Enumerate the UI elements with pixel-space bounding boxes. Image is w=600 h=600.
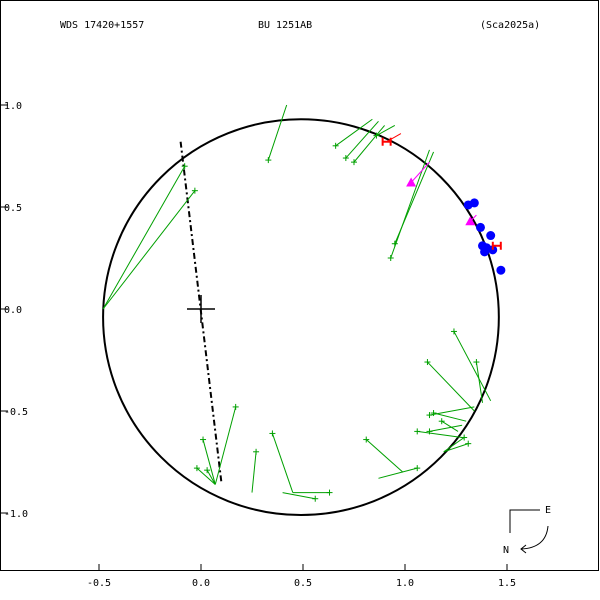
plus-marker-27 xyxy=(200,436,207,443)
triangle-marker-0 xyxy=(406,177,417,187)
x-tick-label-3: 1.0 xyxy=(396,578,414,589)
plus-residual-23 xyxy=(271,433,294,493)
plus-marker-3 xyxy=(351,159,357,166)
x-tick-label-1: 0.0 xyxy=(192,578,210,589)
circle-marker-8 xyxy=(480,247,490,257)
compass-north-label: N xyxy=(503,545,509,556)
wds-id-label: WDS 17420+1557 xyxy=(60,20,144,31)
reference-label: (Sca2025a) xyxy=(480,20,540,31)
compass-arrow xyxy=(520,525,549,550)
plus-marker-4 xyxy=(373,132,380,139)
plus-marker-26 xyxy=(253,448,260,455)
plus-marker-9 xyxy=(450,328,457,335)
plus-marker-20 xyxy=(414,465,421,472)
plus-residual-16 xyxy=(417,430,463,439)
plus-residual-5 xyxy=(390,149,430,259)
plus-residual-27 xyxy=(202,439,216,485)
plus-residual-28 xyxy=(196,467,216,485)
h-marker-0 xyxy=(381,137,392,146)
plus-marker-10 xyxy=(473,359,480,366)
plot-frame xyxy=(0,0,599,571)
plus-marker-12 xyxy=(426,412,433,419)
triangle-marker-1 xyxy=(465,216,476,226)
plus-marker-23 xyxy=(269,430,276,437)
x-tick-label-4: 1.5 xyxy=(498,578,516,589)
y-tick-label-4: -1.0 xyxy=(4,509,28,520)
plus-residual-19 xyxy=(365,439,404,473)
plus-residual-0 xyxy=(267,104,288,161)
plus-marker-1 xyxy=(332,142,339,149)
compass-east-label: E xyxy=(545,505,551,516)
circle-marker-7 xyxy=(496,265,506,275)
y-tick-label-3: -0.5 xyxy=(4,407,28,418)
plus-marker-8 xyxy=(191,187,198,194)
plus-marker-16 xyxy=(414,428,421,435)
discoverer-label: BU 1251AB xyxy=(258,20,312,31)
plus-marker-22 xyxy=(232,403,239,410)
plus-residual-21 xyxy=(206,469,216,485)
observation-markers xyxy=(181,132,506,502)
plus-residual-7 xyxy=(102,165,186,310)
y-tick-label-1: 0.5 xyxy=(4,203,22,214)
plus-marker-14 xyxy=(438,418,445,425)
plus-residual-8 xyxy=(102,190,196,310)
circle-marker-3 xyxy=(486,231,496,241)
residual-lines xyxy=(102,104,497,500)
plus-residual-18 xyxy=(443,443,469,453)
plus-residual-22 xyxy=(214,406,237,485)
plus-residual-1 xyxy=(335,118,373,147)
plus-residual-3 xyxy=(353,125,385,163)
x-tick-label-0: -0.5 xyxy=(87,578,111,589)
plus-residual-6 xyxy=(394,151,435,244)
plus-residual-20 xyxy=(378,467,418,479)
plus-marker-21 xyxy=(204,467,211,474)
y-tick-label-2: 0.0 xyxy=(4,305,22,316)
plus-marker-15 xyxy=(426,428,433,435)
compass-corner xyxy=(509,509,540,533)
plus-residual-2 xyxy=(345,120,379,159)
plus-residual-4 xyxy=(376,124,396,137)
plus-marker-25 xyxy=(326,489,333,496)
plus-residual-13 xyxy=(433,412,467,422)
plus-residual-15 xyxy=(429,424,463,432)
plus-marker-17 xyxy=(461,434,468,441)
circle-marker-2 xyxy=(475,222,485,232)
circle-marker-6 xyxy=(488,245,498,255)
plus-marker-6 xyxy=(391,240,398,247)
plus-residual-17 xyxy=(443,437,465,453)
plus-residual-24 xyxy=(282,492,316,500)
triangle-residual-0 xyxy=(410,161,430,183)
axis-ticks: -0.50.00.51.01.51.00.50.0-0.5-1.0-1.5 xyxy=(1,101,516,589)
plus-marker-2 xyxy=(342,155,349,162)
plus-marker-7 xyxy=(181,163,188,170)
plus-marker-18 xyxy=(465,440,472,447)
plus-marker-5 xyxy=(387,255,394,261)
plus-marker-0 xyxy=(265,157,272,164)
compass-arrowhead xyxy=(520,544,527,554)
circle-marker-1 xyxy=(469,198,479,208)
plus-residual-11 xyxy=(427,361,475,412)
plus-marker-24 xyxy=(312,495,319,502)
plus-residual-9 xyxy=(453,331,492,402)
h-marker-1 xyxy=(491,241,502,250)
h-residual-0 xyxy=(386,133,402,143)
plus-residual-14 xyxy=(441,420,459,432)
plus-residual-10 xyxy=(475,361,484,403)
x-tick-label-2: 0.5 xyxy=(294,578,312,589)
orbit-ellipse xyxy=(102,118,500,517)
compass-rose: E N xyxy=(503,505,551,556)
plus-marker-28 xyxy=(193,465,200,472)
plus-marker-19 xyxy=(363,436,370,443)
plus-residual-26 xyxy=(251,451,257,493)
plus-marker-11 xyxy=(424,359,431,366)
plus-marker-13 xyxy=(430,410,437,417)
orbit-layer xyxy=(102,118,500,517)
y-tick-label-0: 1.0 xyxy=(4,101,22,112)
